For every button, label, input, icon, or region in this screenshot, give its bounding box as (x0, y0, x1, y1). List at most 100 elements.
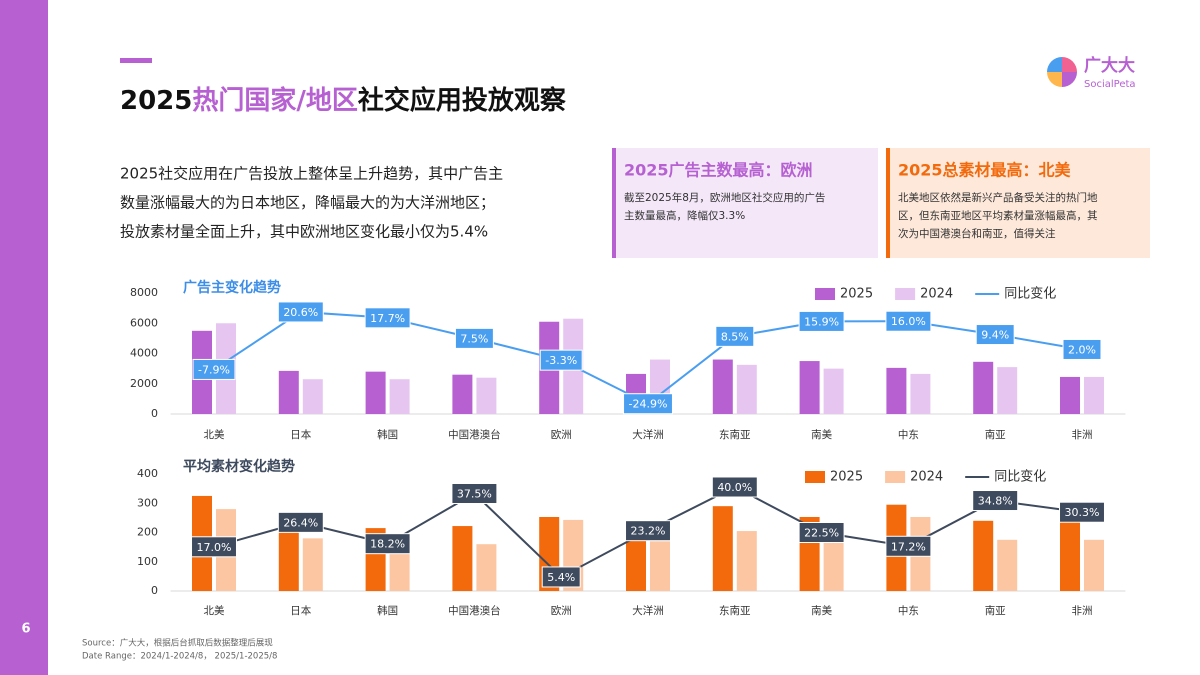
value-label-box (191, 536, 237, 558)
value-label: 17.0% (197, 541, 232, 554)
value-label: 17.2% (891, 540, 926, 553)
chart: 平均素材变化趋势 0 100 200 300 400 北美 日本 韩国 中国港澳台 欧洲 大洋洲 东南亚… (137, 458, 1126, 617)
y-tick-label: 200 (137, 526, 158, 539)
legend-swatch (805, 471, 825, 483)
x-tick-label: 南亚 (985, 428, 1006, 441)
value-label: 18.2% (370, 538, 405, 551)
bar (476, 544, 497, 591)
y-tick-label: 300 (137, 496, 158, 509)
box-title: 2025广告主数最高：欧洲 (624, 161, 813, 180)
bar (626, 535, 646, 591)
value-label-box (277, 511, 324, 533)
bar (278, 370, 299, 414)
bar (736, 364, 757, 414)
bar (1060, 376, 1080, 414)
value-label-box (364, 533, 411, 555)
box-body: 区，但东南亚地区平均素材量涨幅最高，其 (898, 209, 1098, 222)
bar (476, 377, 497, 414)
logo: 广大大 SocialPeta (1047, 55, 1136, 90)
chart-title: 广告主变化趋势 (183, 279, 281, 296)
x-tick-label: 非洲 (1072, 605, 1093, 617)
box-body: 主数量最高，降幅仅3.3% (624, 209, 745, 222)
value-label: 5.4% (547, 571, 575, 584)
y-tick-label: 2000 (130, 377, 158, 390)
box-border (886, 148, 890, 258)
legend-swatch (895, 288, 916, 300)
legend-label: 2024 (920, 287, 953, 302)
bar (823, 368, 844, 414)
title-part: 热门国家/地区 (192, 85, 358, 116)
y-tick-label: 400 (137, 467, 158, 480)
x-tick-label: 中东 (898, 604, 919, 617)
x-tick-label: 欧洲 (551, 605, 572, 617)
y-tick-label: 4000 (130, 347, 158, 360)
value-label: 9.4% (981, 329, 1009, 342)
value-label-box (539, 349, 583, 371)
logo-piece (1047, 57, 1062, 72)
x-tick-label: 中东 (898, 428, 919, 441)
value-label: 26.4% (283, 516, 318, 529)
value-label-box (885, 535, 932, 557)
date-range: Date Range：2024/1-2024/8， 2025/1-2025/8 (82, 652, 277, 662)
bar (452, 374, 473, 414)
bar (452, 526, 473, 591)
y-tick-label: 6000 (130, 316, 158, 329)
value-label: 8.5% (721, 330, 749, 343)
bar (973, 520, 994, 591)
legend-label: 同比变化 (994, 469, 1046, 485)
x-tick-label: 南美 (811, 604, 832, 617)
bar (1084, 376, 1104, 414)
value-label: 30.3% (1065, 506, 1100, 519)
x-tick-label: 南美 (811, 428, 832, 441)
value-label-box (364, 307, 411, 329)
x-tick-label: 大洋洲 (632, 428, 664, 441)
logo-piece (1062, 72, 1077, 87)
value-label: 15.9% (804, 315, 839, 328)
value-label: 34.8% (978, 495, 1013, 508)
value-label: 20.6% (283, 306, 318, 319)
x-tick-label: 韩国 (377, 604, 398, 617)
box-bg (612, 148, 878, 258)
value-label-box (1059, 501, 1105, 523)
x-tick-label: 韩国 (377, 428, 398, 441)
value-label-box (798, 522, 845, 543)
value-label-box (972, 490, 1019, 512)
y-tick-label: 100 (137, 555, 158, 568)
value-label-box (623, 393, 673, 415)
bar (799, 361, 820, 414)
box-body: 截至2025年8月，欧洲地区社交应用的广告 (624, 191, 825, 204)
value-label: -7.9% (198, 363, 230, 376)
y-tick-label: 8000 (130, 286, 158, 299)
value-label-box (277, 301, 324, 323)
bar (997, 539, 1018, 591)
value-label: -24.9% (629, 398, 668, 411)
bar (302, 379, 323, 414)
line (213, 310, 1083, 405)
box-body: 次为中国港澳台和南亚，值得关注 (898, 227, 1056, 240)
value-label: 40.0% (717, 481, 752, 494)
bar (910, 373, 931, 414)
logo-piece (1047, 72, 1062, 87)
bar (823, 539, 844, 591)
logo-sub: SocialPeta (1084, 79, 1136, 90)
value-label: 22.5% (804, 527, 839, 540)
value-label: 17.7% (370, 312, 405, 325)
x-tick-label: 东南亚 (719, 428, 751, 441)
x-tick-label: 东南亚 (719, 604, 751, 617)
chart: 广告主变化趋势 0 2000 4000 6000 8000 北美 日本 韩国 中国港澳台 欧洲 大洋洲… (130, 279, 1126, 441)
value-label-box (715, 325, 755, 347)
box-body: 北美地区依然是新兴产品备受关注的热门地 (898, 191, 1098, 204)
logo-name: 广大大 (1084, 55, 1135, 76)
x-tick-label: 南亚 (985, 604, 1006, 617)
bar (1084, 539, 1104, 591)
value-label: 7.5% (460, 332, 488, 345)
side-bar (0, 0, 48, 675)
title-part: 2025 (120, 86, 192, 116)
bar (886, 367, 907, 414)
legend-label: 2024 (910, 470, 943, 485)
value-label-box (798, 310, 845, 332)
value-label-box (711, 476, 758, 498)
x-tick-label: 日本 (290, 428, 311, 441)
x-tick-label: 中国港澳台 (448, 428, 501, 441)
